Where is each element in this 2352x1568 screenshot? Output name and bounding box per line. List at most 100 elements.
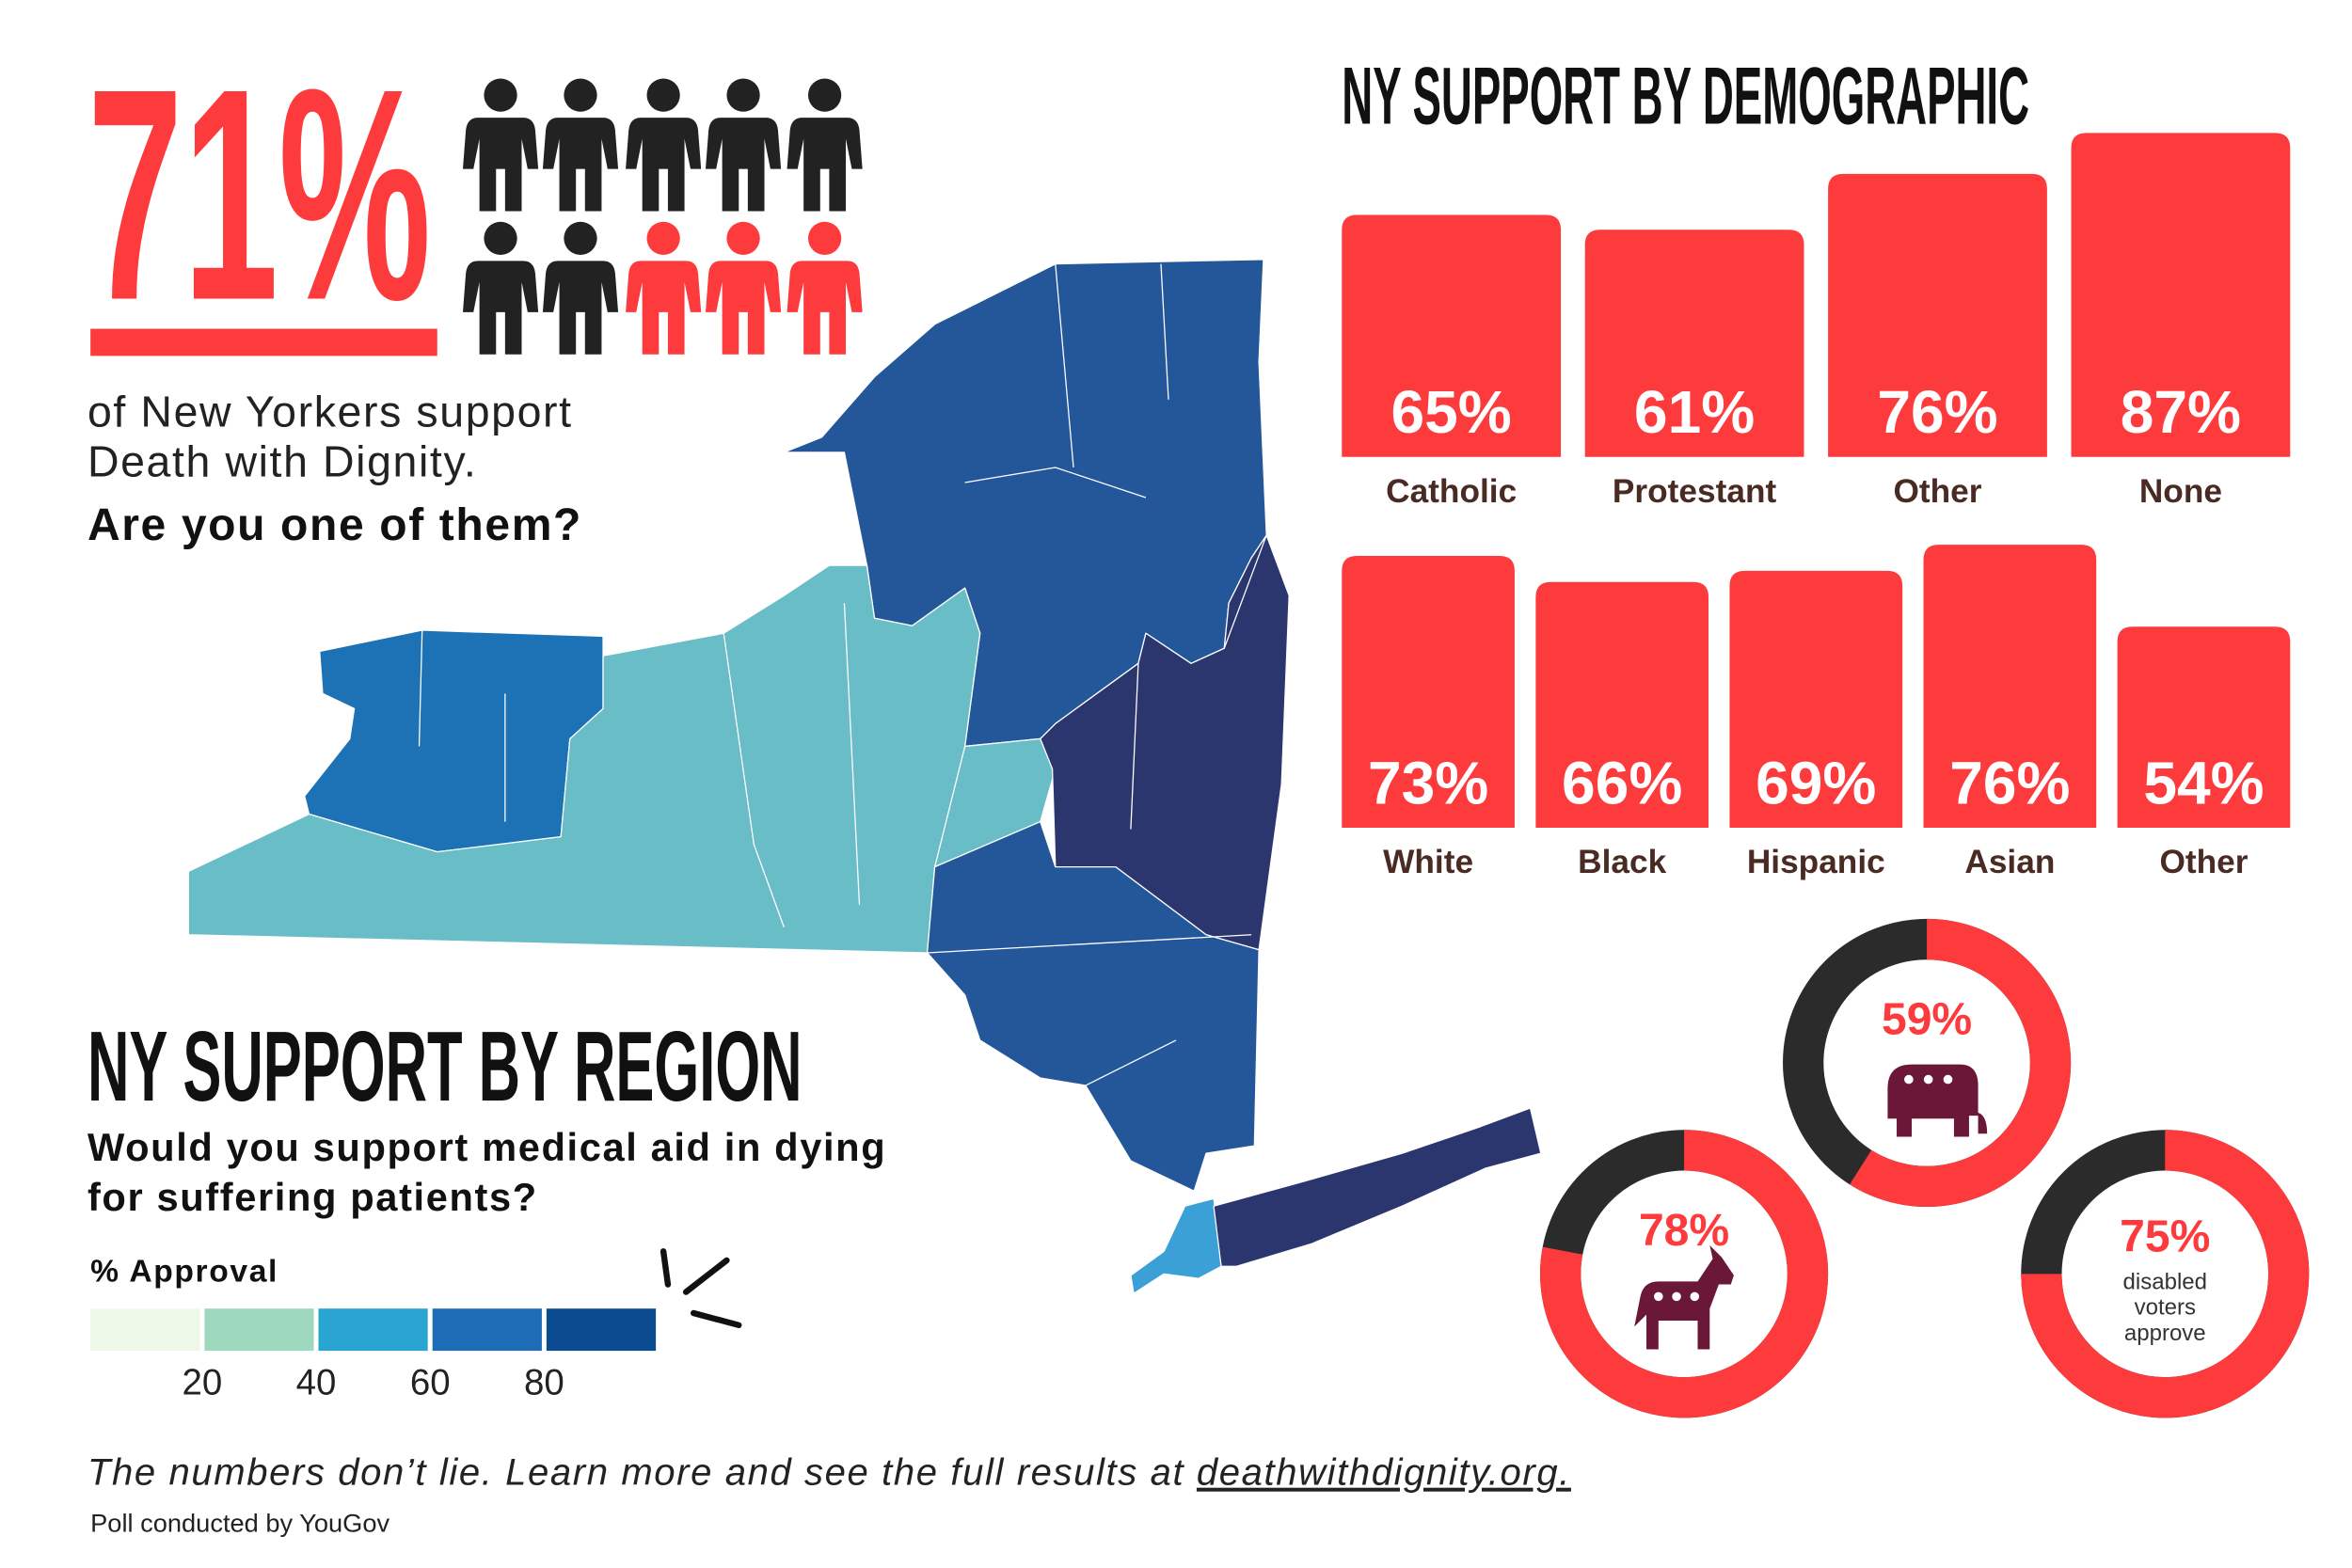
bar	[1535, 581, 1709, 828]
person	[706, 78, 782, 212]
person-head	[564, 78, 597, 112]
bar-value-label: 54%	[2143, 749, 2264, 816]
legend-swatch	[432, 1308, 542, 1352]
person	[542, 78, 619, 212]
bar	[1729, 570, 1903, 828]
person	[626, 78, 702, 212]
spark	[682, 1257, 730, 1295]
bar	[1584, 230, 1804, 457]
headline-stat: 71%	[87, 25, 431, 362]
headline-line: of New Yorkers support	[87, 388, 573, 436]
spark	[660, 1248, 672, 1288]
map-region	[304, 629, 604, 853]
bar	[1342, 556, 1515, 828]
headline-underline	[90, 328, 437, 356]
chart-subtitle: for suffering patients?	[87, 1175, 538, 1219]
person-body	[462, 118, 539, 212]
person-body	[462, 261, 539, 355]
bar	[2117, 626, 2291, 828]
chart-title: NY SUPPORT BY REGION	[87, 1011, 803, 1122]
bar	[1923, 545, 2097, 828]
bar-value-label: 87%	[2121, 378, 2241, 446]
person	[542, 221, 619, 355]
legend-tick-label: 20	[183, 1363, 223, 1403]
person-body	[626, 118, 702, 212]
person-head	[484, 221, 517, 255]
person	[706, 221, 782, 355]
category-label: Protestant	[1613, 473, 1777, 510]
legend-tick-label: 60	[410, 1363, 451, 1403]
person-body	[706, 118, 782, 212]
bar	[2071, 133, 2291, 457]
footer-link[interactable]: deathwithdignity.org.	[1197, 1452, 1571, 1494]
chart-title: NY SUPPORT BY DEMOGRAPHIC	[1342, 52, 2029, 142]
star	[1672, 1291, 1681, 1302]
footer-text: The numbers don’t lie. Learn more and se…	[87, 1452, 1197, 1494]
person-body	[787, 261, 863, 355]
pictogram	[462, 78, 863, 355]
donut-caption: voters	[2135, 1295, 2196, 1321]
legend-swatch	[204, 1308, 314, 1352]
person	[462, 221, 539, 355]
category-label: Asian	[1964, 844, 2055, 880]
legend-tick-label: 80	[524, 1363, 564, 1403]
map-region	[926, 820, 1260, 1192]
donut-arc	[2021, 1130, 2310, 1418]
bar-value-label: 61%	[1634, 378, 1755, 446]
person	[626, 221, 702, 355]
category-label: Other	[1893, 473, 1981, 510]
legend-title: % Approval	[90, 1254, 278, 1289]
star	[1923, 1074, 1933, 1085]
legend-tick-label: 40	[296, 1363, 337, 1403]
category-label: None	[2139, 473, 2222, 510]
category-label: Black	[1578, 844, 1666, 880]
person-head	[646, 78, 680, 112]
bar	[1828, 173, 2047, 457]
map-border	[418, 263, 1267, 1086]
bar-value-label: 69%	[1756, 749, 1876, 816]
legend-sparks	[660, 1248, 742, 1329]
donut-caption: disabled	[2123, 1269, 2207, 1294]
spark	[690, 1309, 742, 1329]
ny-map	[187, 259, 1542, 1294]
donut-value-label: 78%	[1639, 1205, 1729, 1256]
donut-arc	[1850, 918, 2072, 1207]
person	[787, 78, 863, 212]
donkey-icon	[1634, 1244, 1734, 1350]
headline-line: Death with Dignity.	[87, 437, 477, 486]
map-region	[1213, 1107, 1542, 1267]
star	[1904, 1074, 1914, 1085]
category-label: White	[1383, 844, 1473, 880]
legend-swatch	[546, 1308, 657, 1352]
legend-swatch	[318, 1308, 428, 1352]
donut-caption: approve	[2124, 1321, 2206, 1346]
donut-arc	[1540, 1130, 1829, 1418]
legend-swatch	[90, 1308, 200, 1352]
person-head	[564, 221, 597, 255]
person-head	[807, 78, 842, 112]
bar-value-label: 76%	[1877, 378, 1997, 446]
category-label: Catholic	[1386, 473, 1517, 510]
category-label: Hispanic	[1747, 844, 1885, 880]
bar-value-label: 76%	[1949, 749, 2070, 816]
star	[1943, 1074, 1953, 1085]
bar-value-label: 73%	[1368, 749, 1488, 816]
person-body	[542, 261, 619, 355]
person-body	[706, 261, 782, 355]
person-head	[726, 221, 760, 255]
donut-value-label: 75%	[2120, 1211, 2210, 1261]
person	[787, 221, 863, 355]
category-label: Other	[2159, 844, 2248, 880]
person-body	[542, 118, 619, 212]
donkey-body	[1634, 1244, 1734, 1350]
bar	[1342, 214, 1562, 457]
footer-line: The numbers don’t lie. Learn more and se…	[87, 1452, 1571, 1494]
footer-credit: Poll conducted by YouGov	[90, 1508, 389, 1537]
person-head	[484, 78, 517, 112]
person-body	[626, 261, 702, 355]
person-head	[646, 221, 680, 255]
person	[462, 78, 539, 212]
